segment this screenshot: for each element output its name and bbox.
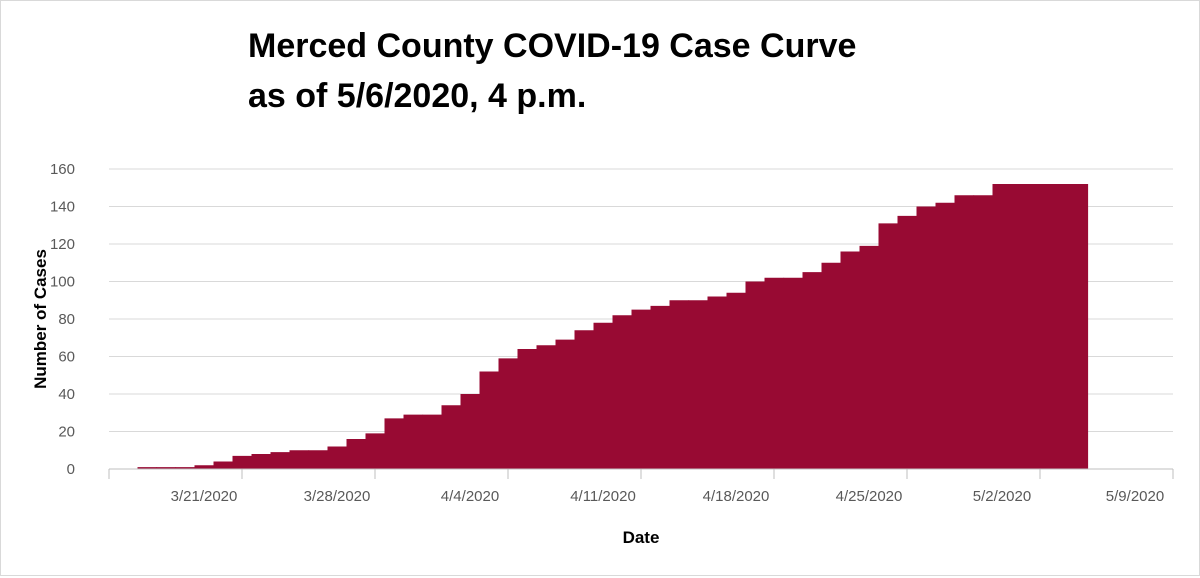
step-2020-04-11 [593, 322, 614, 469]
step-2020-04-14 [650, 305, 671, 469]
step-2020-03-19 [156, 467, 177, 469]
chart-title-line-2: as of 5/6/2020, 4 p.m. [248, 77, 587, 115]
case-steps [137, 184, 1089, 469]
step-2020-04-01 [403, 414, 424, 469]
step-2020-03-22 [213, 461, 234, 469]
x-tick-label-4/25/2020: 4/25/2020 [836, 488, 903, 505]
step-2020-03-28 [327, 446, 348, 469]
step-2020-03-29 [346, 439, 367, 469]
step-2020-04-07 [517, 349, 538, 469]
x-axis-title: Date [623, 528, 660, 547]
step-2020-04-19 [745, 281, 766, 469]
x-axis-tick-labels: 3/21/2020 3/28/2020 4/4/2020 4/11/2020 4/18/… [171, 488, 1165, 505]
step-2020-05-02 [992, 184, 1013, 469]
step-2020-04-13 [631, 309, 652, 469]
step-2020-04-27 [897, 215, 918, 469]
step-2020-04-17 [707, 296, 728, 469]
step-2020-04-08 [536, 345, 557, 469]
step-2020-03-25 [270, 452, 291, 469]
x-tick-label-3/21/2020: 3/21/2020 [171, 488, 238, 505]
step-2020-04-06 [498, 358, 519, 469]
step-2020-03-30 [365, 433, 386, 469]
x-tick-label-4/4/2020: 4/4/2020 [441, 488, 499, 505]
x-tick-label-3/28/2020: 3/28/2020 [304, 488, 371, 505]
step-2020-04-28 [916, 206, 937, 469]
step-2020-04-05 [479, 371, 500, 469]
step-2020-03-21 [194, 465, 215, 469]
step-2020-04-12 [612, 315, 633, 469]
y-axis-title: Number of Cases [31, 249, 50, 389]
step-2020-04-26 [878, 223, 899, 469]
step-2020-04-22 [802, 272, 823, 469]
chart-title: Merced County COVID-19 Case Curve as of … [248, 21, 856, 121]
step-2020-03-27 [308, 450, 329, 469]
step-2020-03-26 [289, 450, 310, 469]
step-2020-05-04 [1030, 184, 1051, 469]
step-2020-03-31 [384, 418, 405, 469]
step-2020-04-04 [460, 394, 481, 469]
step-2020-04-15 [669, 300, 690, 469]
y-tick-label-160: 160 [50, 161, 75, 178]
step-2020-04-20 [764, 277, 785, 469]
step-2020-03-18 [137, 467, 158, 469]
step-2020-03-20 [175, 467, 196, 469]
y-tick-label-100: 100 [50, 274, 75, 291]
x-axis [108, 468, 1174, 479]
y-tick-label-20: 20 [58, 424, 75, 441]
step-2020-04-09 [555, 339, 576, 469]
x-tick-label-4/11/2020: 4/11/2020 [570, 488, 636, 505]
x-tick-label-4/18/2020: 4/18/2020 [703, 488, 770, 505]
step-2020-03-23 [232, 455, 253, 469]
step-2020-04-24 [840, 251, 861, 469]
step-2020-04-23 [821, 262, 842, 469]
y-axis-tick-labels: 0 20 40 60 80 100 120 140 160 [50, 161, 75, 478]
step-2020-04-10 [574, 330, 595, 469]
step-2020-04-25 [859, 245, 880, 469]
y-tick-label-120: 120 [50, 236, 75, 253]
y-tick-label-140: 140 [50, 199, 75, 216]
step-2020-04-03 [441, 405, 462, 469]
y-tick-label-60: 60 [58, 349, 75, 366]
step-2020-04-02 [422, 414, 443, 469]
y-tick-label-40: 40 [58, 386, 75, 403]
step-2020-04-18 [726, 292, 747, 469]
chart-title-line-1: Merced County COVID-19 Case Curve [248, 27, 857, 65]
x-tick-label-5/9/2020: 5/9/2020 [1106, 488, 1164, 505]
step-2020-04-21 [783, 277, 804, 469]
step-2020-03-24 [251, 454, 272, 469]
step-2020-05-05 [1049, 184, 1070, 469]
y-tick-label-80: 80 [58, 311, 75, 328]
y-tick-label-0: 0 [67, 461, 75, 478]
step-2020-04-29 [935, 202, 956, 469]
step-2020-05-03 [1011, 184, 1032, 469]
step-2020-05-06 [1068, 184, 1089, 469]
step-2020-04-16 [688, 300, 709, 469]
step-2020-05-01 [973, 195, 994, 469]
step-2020-04-30 [954, 195, 975, 469]
x-tick-label-5/2/2020: 5/2/2020 [973, 488, 1031, 505]
